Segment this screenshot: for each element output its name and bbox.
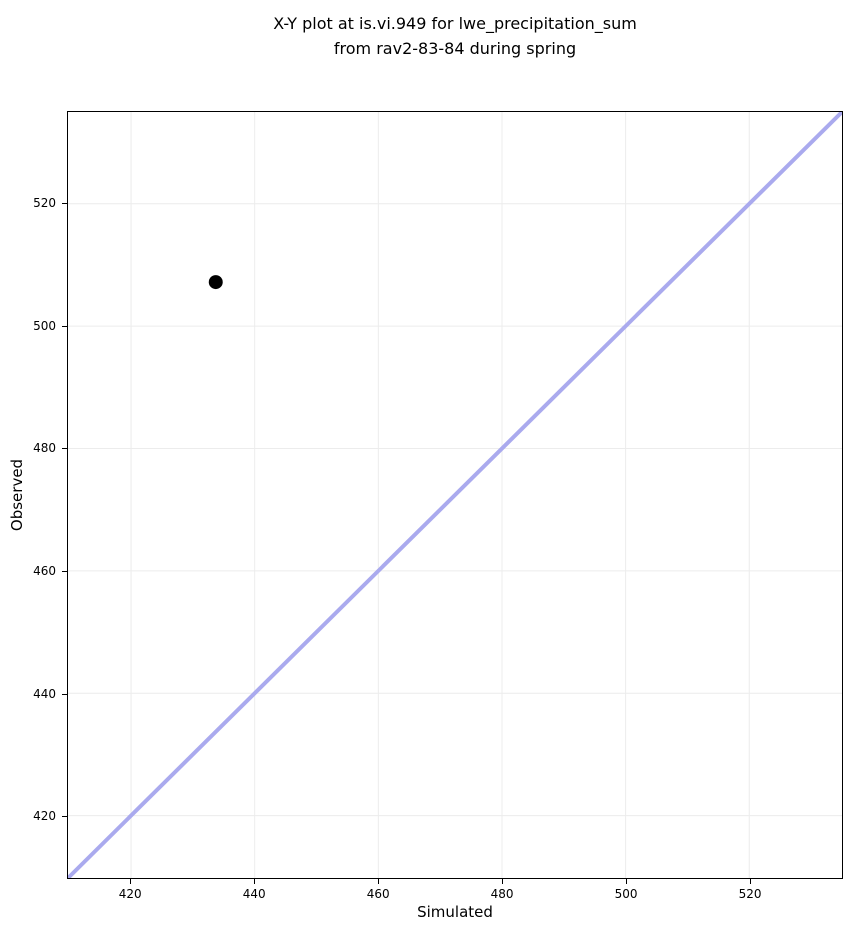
y-tick-label: 500 <box>33 318 56 333</box>
x-tick-mark <box>750 879 752 884</box>
x-tick-mark <box>502 879 504 884</box>
plot-area <box>67 111 843 879</box>
x-tick-mark <box>130 879 132 884</box>
x-axis-label: Simulated <box>417 903 493 921</box>
y-tick-mark <box>62 448 67 450</box>
x-tick-label: 440 <box>242 887 266 901</box>
x-tick-label: 420 <box>118 887 142 901</box>
y-tick-label: 420 <box>33 809 56 824</box>
data-point <box>208 275 223 290</box>
chart-title: X-Y plot at is.vi.949 for lwe_precipitat… <box>273 14 637 58</box>
y-tick-mark <box>62 571 67 573</box>
identity-line <box>68 112 842 878</box>
x-tick-label: 460 <box>366 887 390 901</box>
x-tick-mark <box>626 879 628 884</box>
x-tick-label: 520 <box>738 887 762 901</box>
y-tick-label: 520 <box>33 196 56 210</box>
x-tick-mark <box>254 879 256 884</box>
plot-canvas <box>68 112 842 878</box>
x-tick-label: 500 <box>614 887 638 901</box>
y-tick-mark <box>62 203 67 204</box>
y-tick-mark <box>62 816 67 818</box>
x-tick-mark <box>378 879 380 884</box>
y-tick-mark <box>62 693 67 695</box>
y-tick-label: 460 <box>33 564 56 579</box>
y-tick-mark <box>62 325 67 327</box>
x-tick-label: 480 <box>490 887 514 901</box>
y-axis-label: Observed <box>8 458 26 532</box>
y-tick-label: 480 <box>33 441 56 456</box>
y-tick-label: 440 <box>33 686 56 701</box>
